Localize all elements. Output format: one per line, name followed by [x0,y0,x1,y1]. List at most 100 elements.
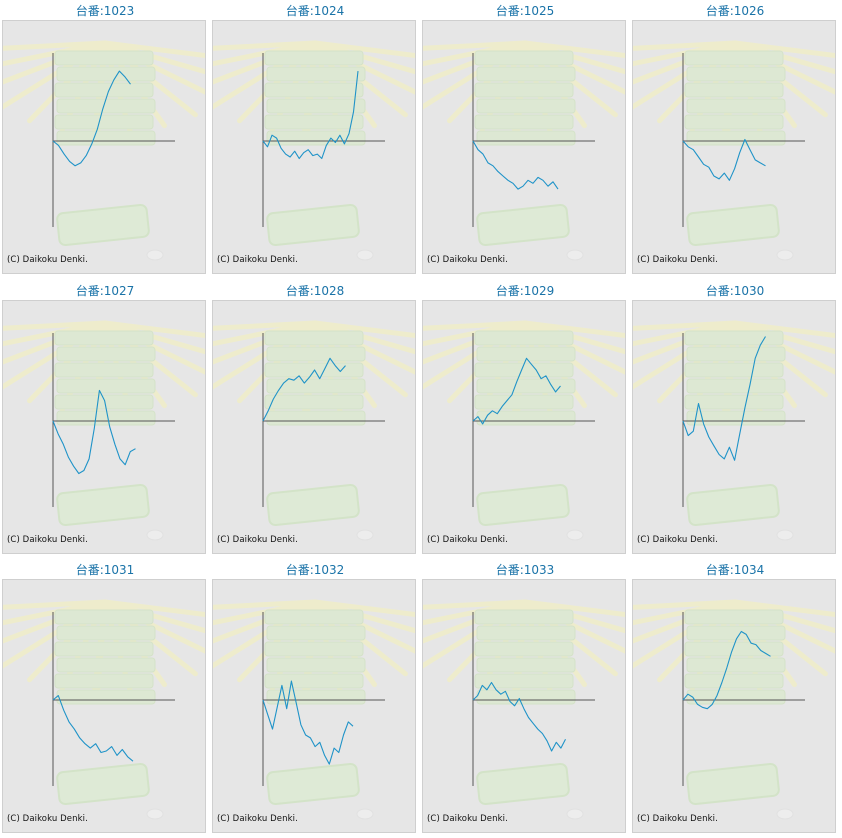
sun-ray [732,40,835,59]
chart-frame: (C) Daikoku Denki. [422,300,626,554]
coin [566,529,584,541]
data-series-line [52,70,131,167]
copyright-text: (C) Daikoku Denki. [217,255,298,265]
tower-box [684,362,784,378]
tower-box [264,50,364,66]
tower-box [56,410,156,426]
coin [566,249,584,261]
sun-ray [3,320,108,347]
sun-ray [522,599,625,618]
coin [776,808,794,820]
sun-ray [213,40,318,51]
chart-title[interactable]: 台番:1023 [75,4,135,18]
tower-box [56,130,156,146]
sun-ray [423,40,528,51]
tower-box [684,330,784,346]
tower-box [54,673,154,689]
tray [56,762,150,806]
chart-title[interactable]: 台番:1029 [495,284,555,298]
sun-ray [633,320,738,331]
tower-box [54,362,154,378]
chart-title[interactable]: 台番:1027 [75,284,135,298]
tower-box [476,625,576,641]
chart-svg [633,40,835,261]
tower-box [56,346,156,362]
tower-box [54,330,154,346]
tower-box [264,641,364,657]
tower-box [264,394,364,410]
copyright-text: (C) Daikoku Denki. [217,814,298,824]
tower-box [264,82,364,98]
tower-box [266,689,366,705]
chart-frame: (C) Daikoku Denki. [212,20,416,274]
tower-box [686,130,786,146]
sun-ray [423,40,528,67]
chart-frame: (C) Daikoku Denki. [2,20,206,274]
chart-title[interactable]: 台番:1026 [705,4,765,18]
sun-ray [423,599,528,610]
data-series-line [682,336,766,461]
chart-frame: (C) Daikoku Denki. [212,300,416,554]
chart-svg [3,320,205,541]
chart-panel: 台番:1023 (C) Daikoku Denki. [0,0,210,279]
chart-panel: 台番:1032 (C) Daikoku Denki. [210,559,420,838]
tower-box [686,378,786,394]
tower-box [56,657,156,673]
chart-title[interactable]: 台番:1031 [75,563,135,577]
sun-ray [732,40,835,75]
sun-ray [3,40,108,51]
chart-svg [213,40,415,261]
chart-panel: 台番:1034 (C) Daikoku Denki. [630,559,840,838]
tower-box [54,641,154,657]
tower-box [54,114,154,130]
tower-box [54,50,154,66]
tower-box [264,609,364,625]
chart-title[interactable]: 台番:1028 [285,284,345,298]
tower-box [266,625,366,641]
chart-panel: 台番:1025 (C) Daikoku Denki. [420,0,630,279]
chart-title[interactable]: 台番:1030 [705,284,765,298]
coin [566,808,584,820]
chart-title[interactable]: 台番:1032 [285,563,345,577]
tower-box [684,114,784,130]
chart-svg [633,599,835,820]
tray [686,483,780,527]
sun-ray [423,320,528,347]
chart-svg [423,40,625,261]
copyright-text: (C) Daikoku Denki. [637,255,718,265]
coin [776,249,794,261]
chart-title[interactable]: 台番:1033 [495,563,555,577]
background-artwork [423,320,625,541]
sun-ray [3,40,108,67]
background-artwork [633,320,835,541]
sun-ray [213,320,318,347]
tower-box [476,130,576,146]
chart-panel: 台番:1028 (C) Daikoku Denki. [210,280,420,559]
tower-box [476,98,576,114]
chart-frame: (C) Daikoku Denki. [632,300,836,554]
tower-box [56,625,156,641]
tower-box [476,378,576,394]
sun-ray [102,320,205,355]
tower-box [264,114,364,130]
tray [56,483,150,527]
tower-box [476,66,576,82]
tower-box [684,50,784,66]
coin [356,808,374,820]
tower-box [266,410,366,426]
background-artwork [423,599,625,820]
chart-title[interactable]: 台番:1025 [495,4,555,18]
coin [146,529,164,541]
sun-ray [423,320,528,331]
chart-title[interactable]: 台番:1034 [705,563,765,577]
chart-title[interactable]: 台番:1024 [285,4,345,18]
sun-ray [213,599,318,610]
data-series-line [472,681,566,752]
tower-box [686,657,786,673]
sun-ray [522,320,625,355]
copyright-text: (C) Daikoku Denki. [427,255,508,265]
coin [776,529,794,541]
chart-frame: (C) Daikoku Denki. [2,300,206,554]
chart-panel: 台番:1033 (C) Daikoku Denki. [420,559,630,838]
